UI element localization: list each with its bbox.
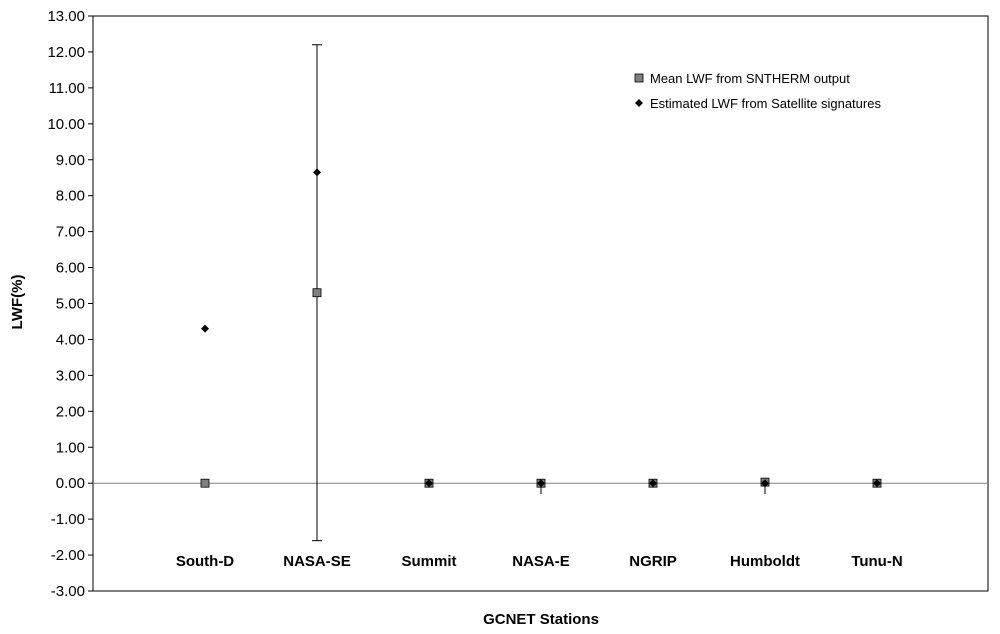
y-tick-label: 11.00	[49, 80, 85, 97]
y-tick-label: 12.00	[47, 44, 85, 61]
legend: Mean LWF from SNTHERM output Estimated L…	[634, 71, 881, 111]
estimated-lwf-marker	[649, 479, 657, 488]
y-tick-label: 6.00	[56, 260, 85, 277]
y-tick-label: 2.00	[56, 403, 85, 420]
plot-frame	[92, 15, 989, 592]
y-tick-label: 5.00	[56, 296, 85, 313]
estimated-lwf-marker	[761, 479, 769, 488]
y-tick-label: 4.00	[56, 331, 85, 348]
legend-square-marker	[634, 73, 644, 83]
y-tick-label: 9.00	[56, 152, 85, 169]
x-category-label: NASA-E	[512, 553, 570, 570]
y-axis-title: LWF(%)	[9, 275, 26, 330]
estimated-lwf-marker	[201, 324, 209, 333]
estimated-lwf-marker	[313, 168, 321, 177]
x-category-label: South-D	[176, 553, 234, 570]
y-tick-label: 1.00	[56, 439, 85, 456]
estimated-lwf-marker	[537, 479, 545, 488]
data-marks	[200, 44, 882, 542]
x-category-label: Humboldt	[730, 553, 800, 570]
x-category-label: Summit	[401, 553, 456, 570]
mean-lwf-marker	[200, 478, 210, 488]
y-tick-label: -3.00	[51, 583, 85, 600]
legend-label-estimated: Estimated LWF from Satellite signatures	[650, 96, 881, 111]
plot-area	[92, 15, 989, 592]
y-tick-label: 10.00	[47, 116, 85, 133]
legend-diamond-marker	[635, 99, 643, 107]
x-category-label: NASA-SE	[283, 553, 351, 570]
y-tick-label: -1.00	[51, 511, 85, 528]
y-tick-label: 13.00	[47, 8, 85, 25]
x-axis-categories: South-D NASA-SE Summit NASA-E NGRIP Humboldt T…	[176, 553, 903, 570]
y-axis-ticks: -3.00 -2.00 -1.00 0.00 1.00 2.00 3.00 4.00 5.00 6…	[47, 8, 93, 600]
y-tick-label: 7.00	[56, 224, 85, 241]
x-category-label: Tunu-N	[851, 553, 902, 570]
mean-lwf-marker	[312, 288, 322, 298]
y-tick-label: 0.00	[56, 475, 85, 492]
estimated-lwf-marker	[425, 479, 433, 488]
legend-label-mean: Mean LWF from SNTHERM output	[650, 71, 850, 86]
x-category-label: NGRIP	[629, 553, 677, 570]
estimated-lwf-marker	[873, 479, 881, 488]
x-axis-title: GCNET Stations	[483, 611, 599, 628]
y-tick-label: 8.00	[56, 188, 85, 205]
y-tick-label: -2.00	[51, 547, 85, 564]
y-tick-label: 3.00	[56, 367, 85, 384]
